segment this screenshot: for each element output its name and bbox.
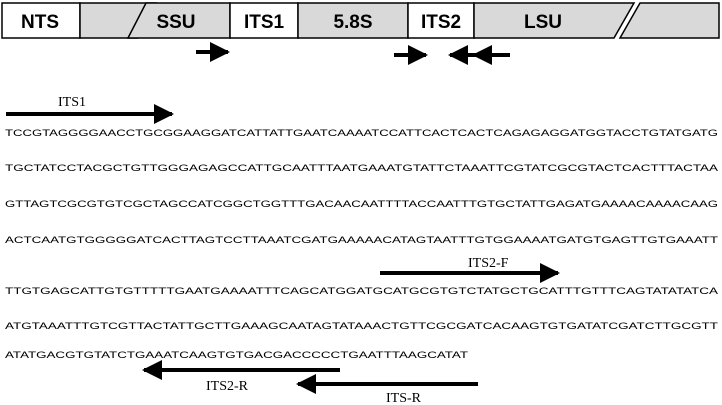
sequence-line: ATGTAAATTTGTCGTTACTATTGCTTGAAAGCAATAGTAT… [5, 321, 718, 332]
its2f-label: ITS2-F [468, 256, 509, 271]
region-lsu-box [473, 2, 636, 39]
sequence-line: TGCTATCCTACGCTGTTGGGAGAGCCATTGCAATTTAATG… [5, 163, 719, 174]
region-label-lsu: LSU [524, 12, 562, 33]
region-label-its2: ITS2 [421, 12, 461, 33]
its2r-label: ITS2-R [206, 379, 249, 394]
itsr-label: ITS-R [386, 391, 422, 405]
primer-arrows-structure [196, 42, 510, 65]
sequence-line: ACTCAATGTGGGGGATCACTTAGTCCTTAAATCGATGAAA… [5, 235, 718, 246]
region-label-5-8s: 5.8S [333, 12, 372, 33]
sequence-line: TCCGTAGGGGAACCTGCGGAAGGATCATTATTGAATCAAA… [5, 128, 718, 139]
region-label-its1: ITS1 [244, 12, 285, 33]
region-label-nts: NTS [21, 12, 59, 33]
sequence-line: TTGTGAGCATTGTGTTTTTGAATGAAAATTTCAGCATGGA… [5, 286, 719, 297]
gene-structure: NTS SSU ITS1 5.8S ITS2 LSU [1, 2, 720, 39]
sequence-block: TCCGTAGGGGAACCTGCGGAAGGATCATTATTGAATCAAA… [5, 128, 719, 361]
sequence-line: ATATGACGTGTATCTGAAATCAAGTGTGACGACCCCCTGA… [5, 350, 468, 361]
sequence-line: GTTAGTCGCGTGTCGCTAGCCATCGGCTGGTTTGACAACA… [5, 199, 718, 210]
region-lsu-tail [618, 2, 720, 39]
region-label-ssu: SSU [156, 12, 195, 33]
its1-label: ITS1 [58, 95, 86, 110]
